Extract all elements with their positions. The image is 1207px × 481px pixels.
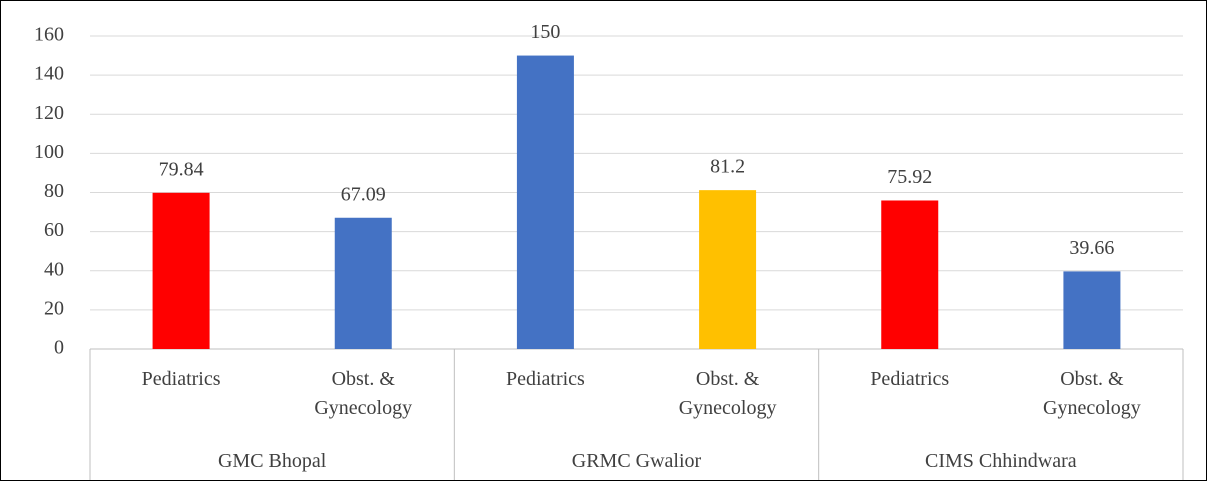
bar [152,192,210,349]
x-tick-label: Pediatrics [870,368,950,390]
y-tick-label: 60 [44,219,64,241]
bar [699,190,757,349]
y-tick-label: 80 [44,180,64,202]
bar [1063,271,1121,349]
value-label: 39.66 [1069,237,1114,259]
x-tick-label: Pediatrics [505,368,585,390]
x-tick-label: Obst. & Gynecology [314,368,413,419]
x-tick-label: Pediatrics [141,368,221,390]
y-tick-label: 0 [54,337,64,359]
group-label: GRMC Gwalior [571,450,702,472]
x-tick-label: Obst. & Gynecology [678,368,777,419]
group-label: GMC Bhopal [217,450,327,472]
y-tick-label: 120 [34,102,64,124]
bar [334,217,392,349]
value-label: 81.2 [710,156,745,178]
value-label: 79.84 [159,158,204,180]
value-label: 75.92 [887,166,932,188]
y-tick-label: 40 [44,258,64,280]
group-label: CIMS Chhindwara [924,450,1077,472]
value-label: 150 [530,21,560,43]
y-tick-label: 20 [44,297,64,319]
value-label: 67.09 [341,183,386,205]
y-tick-label: 140 [34,63,64,85]
y-tick-label: 100 [34,141,64,163]
bar [881,200,939,349]
y-tick-label: 160 [34,24,64,46]
x-tick-label: Obst. & Gynecology [1043,368,1141,419]
bar [516,55,574,349]
